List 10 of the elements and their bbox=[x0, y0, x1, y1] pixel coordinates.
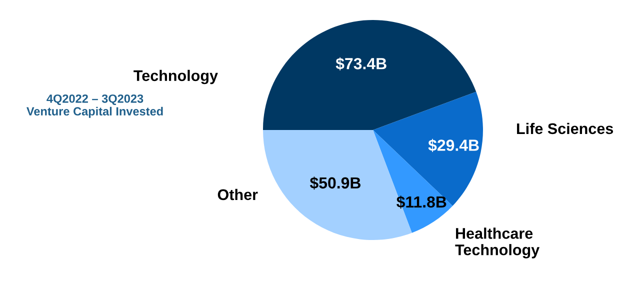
slice-label: Healthcare Technology bbox=[455, 228, 540, 258]
data-label: $29.4B bbox=[428, 138, 479, 152]
slice-label: Technology bbox=[134, 70, 218, 84]
slice-label: Life Sciences bbox=[517, 122, 614, 134]
slice-label: Other bbox=[218, 188, 258, 200]
data-label: $73.4B bbox=[336, 57, 386, 70]
text: 4Q2022 – 3Q2023 Venture Capital Invested bbox=[26, 94, 163, 118]
pie-slice bbox=[263, 20, 476, 130]
data-label: $11.8B bbox=[396, 196, 446, 209]
data-label: $50.9B bbox=[310, 176, 361, 190]
